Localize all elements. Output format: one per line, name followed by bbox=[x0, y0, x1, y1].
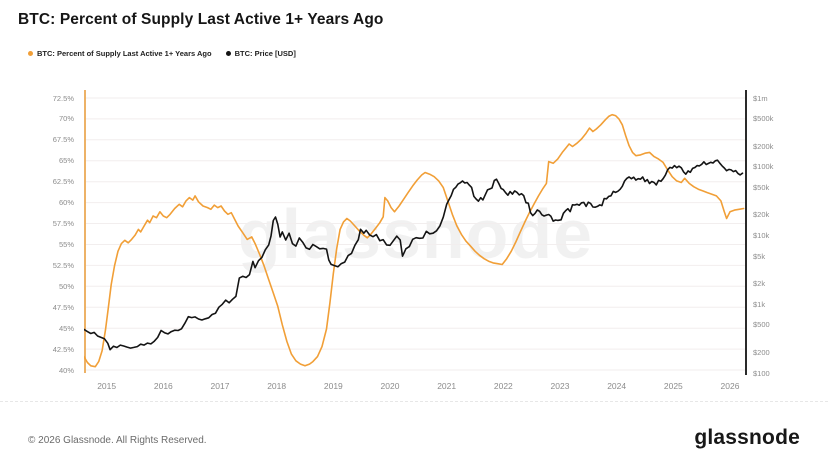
plot-area[interactable] bbox=[84, 90, 747, 378]
legend-label: BTC: Percent of Supply Last Active 1+ Ye… bbox=[37, 49, 212, 58]
series-line-1 bbox=[84, 159, 744, 351]
legend-dot bbox=[225, 51, 231, 56]
right-tick-label: $1m bbox=[753, 93, 768, 103]
right-tick-label: $2k bbox=[753, 279, 766, 289]
page-title: BTC: Percent of Supply Last Active 1+ Ye… bbox=[18, 11, 384, 28]
legend-dot bbox=[28, 51, 33, 56]
x-tick-label: 2019 bbox=[323, 381, 343, 391]
x-tick-label: 2024 bbox=[607, 381, 627, 391]
x-tick-label: 2016 bbox=[153, 381, 173, 391]
x-tick-label: 2022 bbox=[493, 381, 513, 391]
right-tick-label: $500 bbox=[753, 320, 770, 330]
x-tick-label: 2015 bbox=[97, 381, 117, 391]
left-tick-label: 67.5% bbox=[52, 135, 74, 145]
footer: © 2026 Glassnode. All Rights Reserved. g… bbox=[0, 401, 828, 467]
x-tick-label: 2026 bbox=[720, 381, 740, 391]
glassnode-logo: glassnode bbox=[694, 426, 800, 449]
right-tick-label: $100k bbox=[753, 162, 774, 172]
left-tick-label: 57.5% bbox=[52, 219, 74, 229]
right-tick-label: $50k bbox=[753, 182, 770, 192]
chart-area: 72.5% 70% 67.5% 65% 62.5% 60% 57.5% 55% 52.5% 50%… bbox=[0, 88, 828, 400]
right-tick-label: $1k bbox=[753, 299, 766, 309]
left-tick-label: 50% bbox=[58, 281, 74, 291]
right-tick-label: $500k bbox=[753, 114, 774, 124]
right-tick-label: $200 bbox=[753, 347, 770, 357]
left-tick-label: 52.5% bbox=[52, 260, 74, 270]
left-tick-label: 42.5% bbox=[52, 344, 74, 354]
left-tick-label: 62.5% bbox=[52, 177, 74, 187]
x-tick-label: 2021 bbox=[437, 381, 457, 391]
left-tick-label: 55% bbox=[58, 239, 74, 249]
left-tick-label: 65% bbox=[58, 156, 74, 166]
chart-legend: BTC: Percent of Supply Last Active 1+ Ye… bbox=[28, 49, 296, 58]
right-tick-label: $10k bbox=[753, 231, 770, 240]
left-tick-label: 40% bbox=[58, 365, 74, 375]
left-tick-label: 70% bbox=[58, 114, 74, 124]
x-tick-label: 2023 bbox=[550, 381, 570, 391]
series-line-0 bbox=[84, 113, 745, 368]
copyright-text: © 2026 Glassnode. All Rights Reserved. bbox=[28, 435, 207, 446]
left-tick-label: 72.5% bbox=[52, 93, 74, 103]
legend-item-1[interactable]: BTC: Price [USD] bbox=[225, 49, 296, 58]
chart-svg[interactable] bbox=[84, 90, 747, 378]
right-tick-label: $5k bbox=[753, 251, 766, 261]
left-tick-label: 45% bbox=[58, 323, 74, 333]
right-tick-label: $100 bbox=[753, 368, 770, 378]
legend-item-0[interactable]: BTC: Percent of Supply Last Active 1+ Ye… bbox=[28, 49, 212, 58]
right-tick-label: $20k bbox=[753, 210, 770, 220]
legend-label: BTC: Price [USD] bbox=[234, 49, 296, 58]
x-tick-label: 2018 bbox=[267, 381, 287, 391]
left-tick-label: 47.5% bbox=[52, 302, 74, 312]
left-tick-label: 60% bbox=[58, 198, 74, 208]
right-tick-label: $200k bbox=[753, 141, 774, 151]
x-tick-label: 2020 bbox=[380, 381, 400, 391]
x-tick-label: 2017 bbox=[210, 381, 230, 391]
x-tick-label: 2025 bbox=[663, 381, 683, 391]
